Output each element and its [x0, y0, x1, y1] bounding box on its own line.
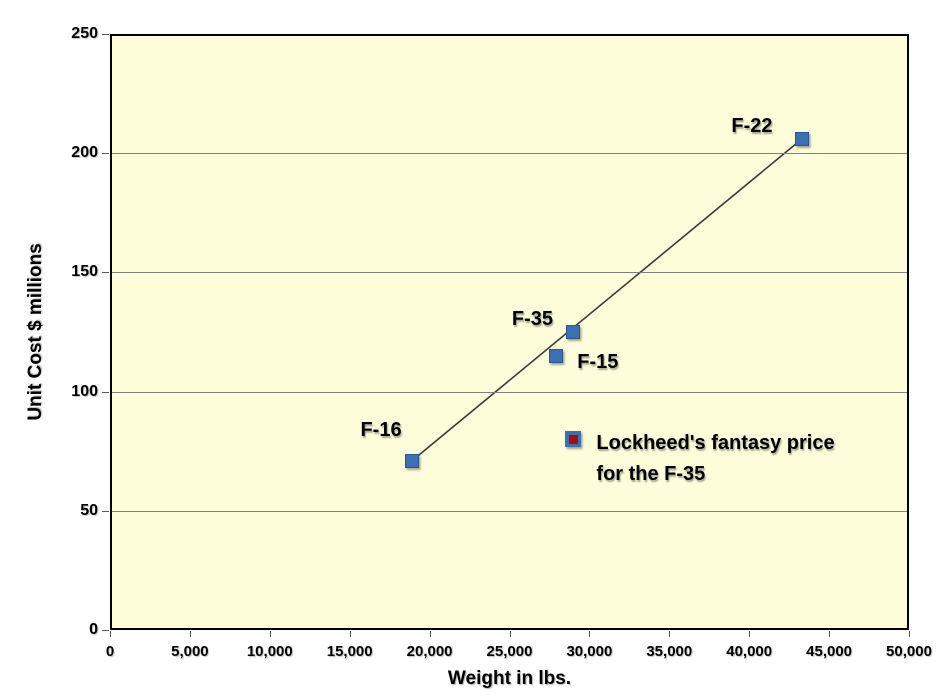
y-axis-tick [102, 272, 109, 274]
y-axis-tick-label: 50 [80, 501, 98, 519]
annotation-text-line: for the F-35 [596, 463, 706, 486]
annotation-marker [565, 431, 582, 448]
x-axis-tick-label: 20,000 [406, 643, 453, 660]
x-axis-tick [189, 631, 191, 637]
data-point-label-f-15: F-15 [577, 350, 619, 373]
x-axis-tick-label: 10,000 [246, 643, 293, 660]
h-gridline [112, 153, 907, 155]
y-axis-tick-label: 250 [71, 25, 98, 42]
x-axis-tick [429, 631, 431, 637]
x-axis-tick [110, 631, 111, 637]
x-axis-tick [589, 631, 591, 637]
data-point-f-22 [794, 131, 809, 146]
x-axis-tick [669, 631, 671, 637]
y-axis-tick-label: 0 [89, 621, 98, 638]
x-axis-tick-label: 0 [105, 643, 115, 660]
annotation-text-line: Lockheed's fantasy price [596, 432, 835, 455]
x-axis-tick [909, 631, 910, 637]
y-axis-tick-label: 200 [71, 144, 98, 162]
x-axis-title: Weight in lbs. [447, 668, 572, 689]
x-axis-tick-label: 30,000 [566, 643, 613, 660]
x-axis-tick [749, 631, 751, 637]
y-axis-tick [102, 153, 109, 155]
x-axis-tick [509, 631, 511, 637]
x-axis-tick-label: 50,000 [886, 643, 932, 660]
y-axis-tick [102, 34, 109, 35]
x-axis-tick [269, 631, 271, 637]
x-axis-tick [349, 631, 351, 637]
data-point-f-35 [566, 325, 581, 339]
x-axis-tick-label: 15,000 [326, 643, 373, 660]
annotation-marker-inner [568, 434, 578, 444]
data-point-label-f-35: F-35 [511, 308, 553, 330]
x-axis-tick [829, 631, 831, 637]
annotation-text: Lockheed's fantasy price for the F-35 [596, 428, 834, 490]
x-axis-tick-label: 5,000 [171, 643, 209, 660]
x-axis-tick-label: 35,000 [646, 643, 693, 660]
h-gridline [112, 510, 907, 512]
x-axis-tick-label: 45,000 [806, 643, 853, 660]
data-point-f-16 [405, 453, 420, 468]
data-point-label-f-16: F-16 [360, 418, 402, 441]
y-axis-tick [102, 510, 109, 512]
data-point-f-15 [548, 348, 563, 363]
x-axis-tick-label: 25,000 [486, 643, 533, 660]
y-axis-tick [102, 630, 109, 631]
h-gridline [112, 391, 907, 393]
y-axis-tick [102, 391, 109, 393]
y-axis-tick-label: 150 [71, 263, 98, 281]
y-axis-tick-label: 100 [71, 382, 98, 400]
data-point-label-f-22: F-22 [731, 114, 773, 137]
h-gridline [112, 272, 907, 274]
x-axis-tick-label: 40,000 [726, 643, 773, 660]
